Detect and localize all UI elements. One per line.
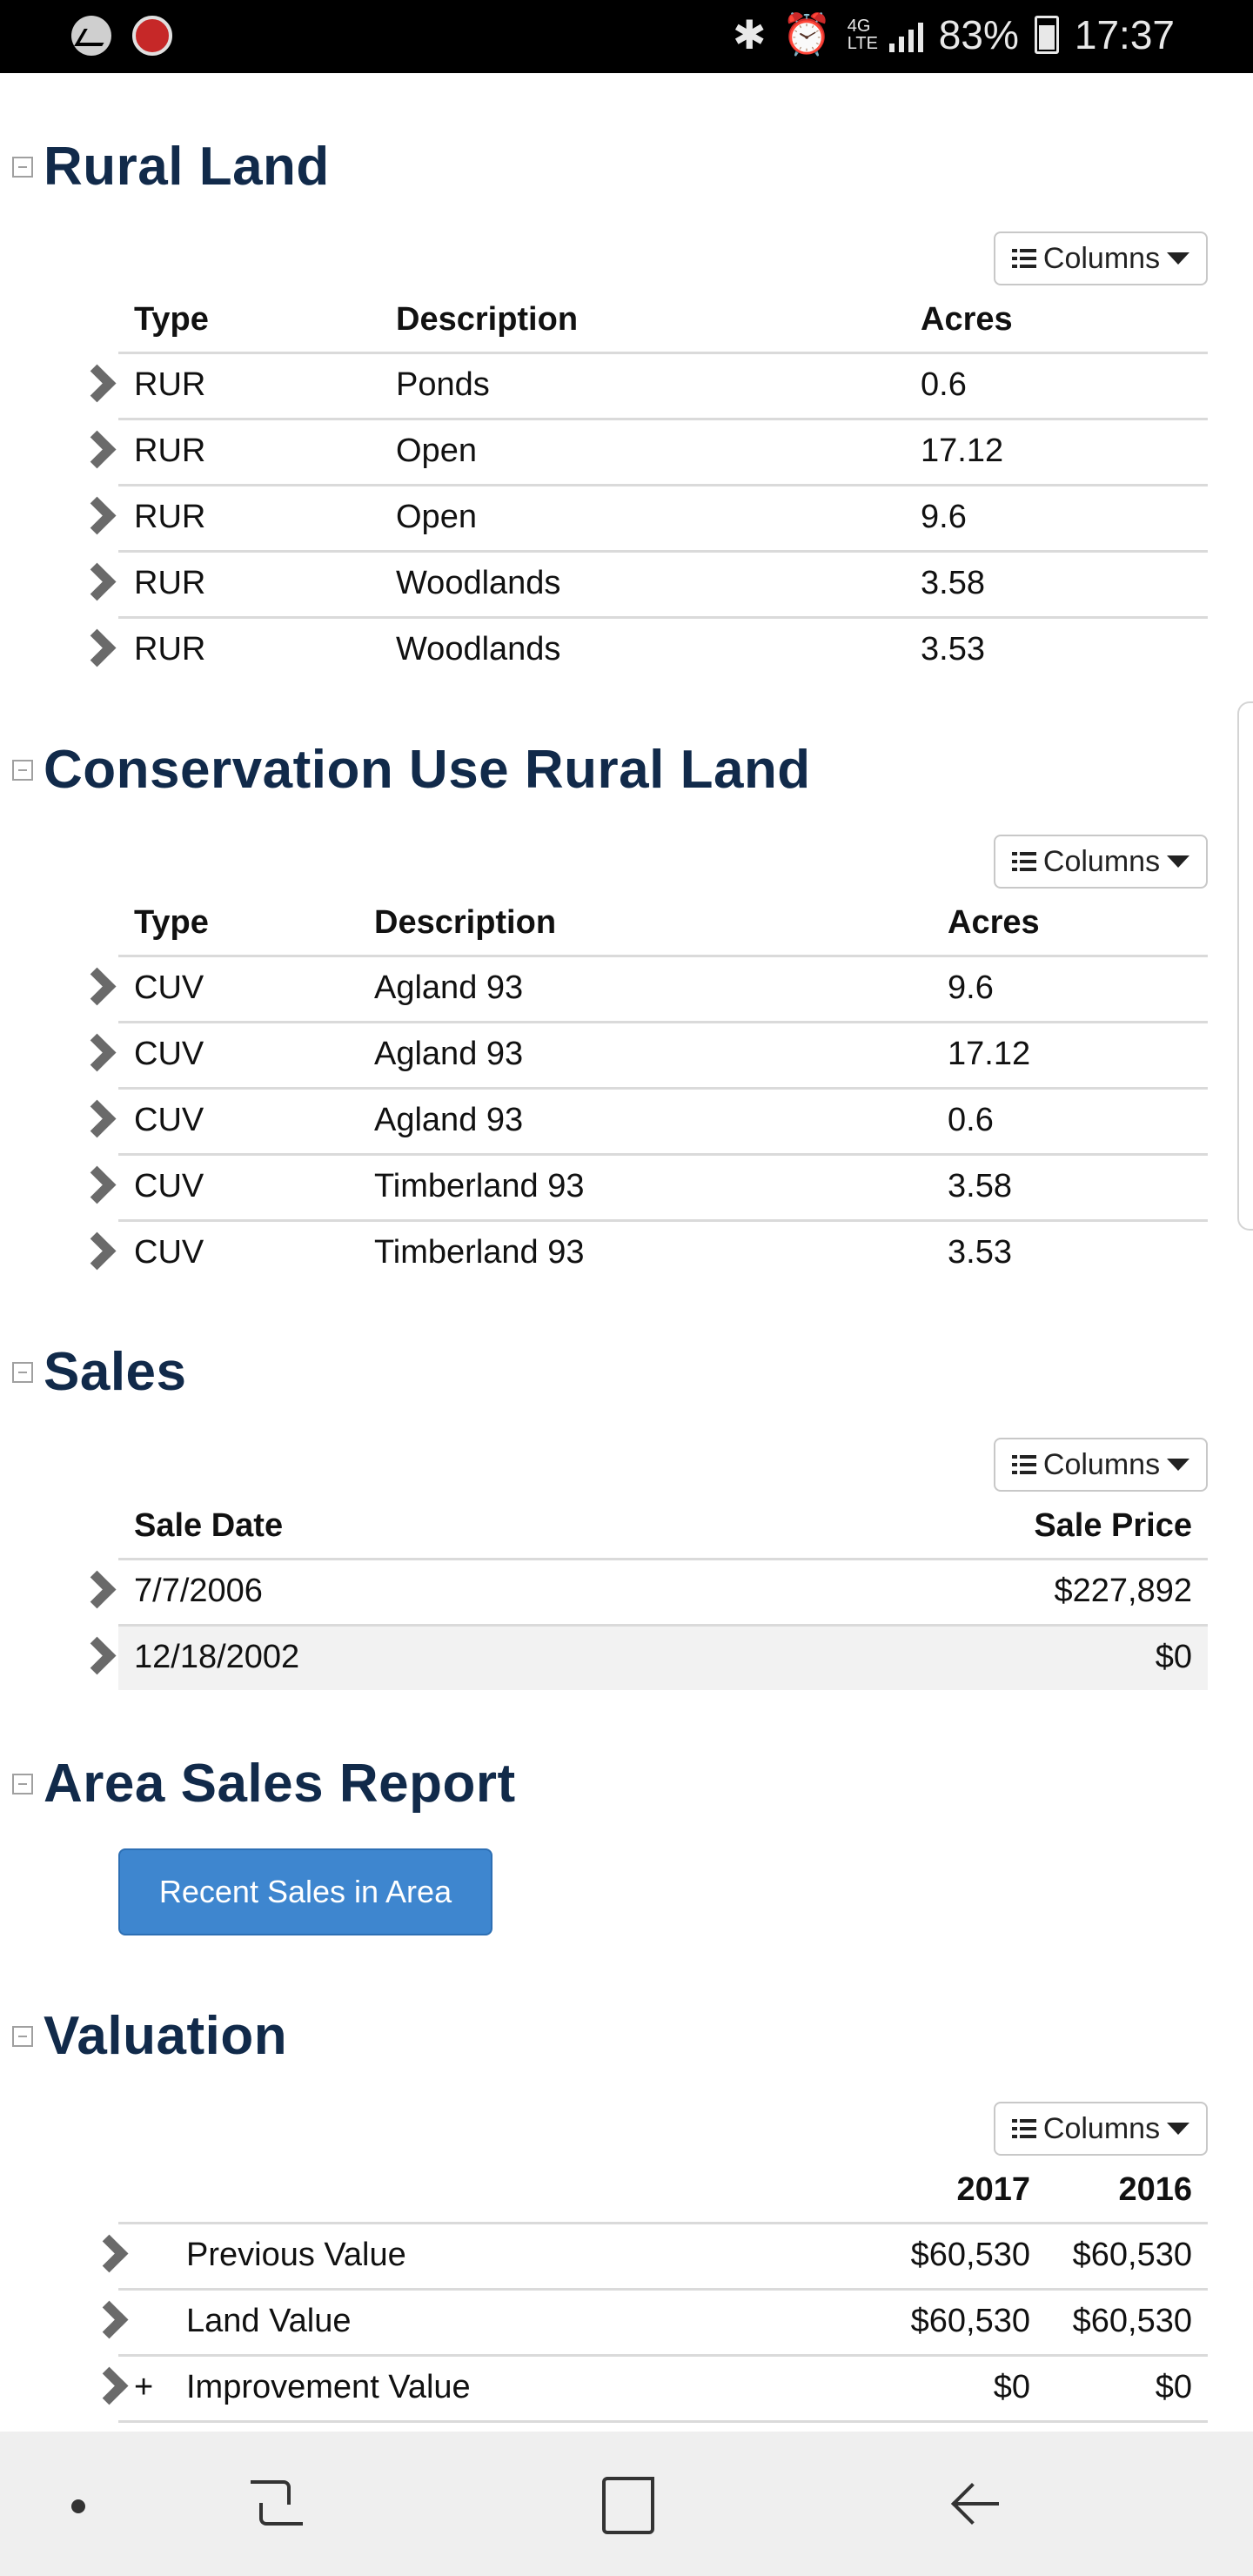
expand-chevron-icon[interactable] bbox=[77, 496, 117, 535]
columns-label: Columns bbox=[1042, 1447, 1161, 1481]
section-valuation: Valuation bbox=[12, 2005, 287, 2067]
collapse-icon[interactable] bbox=[12, 1773, 33, 1794]
app-notification-icon bbox=[132, 16, 172, 56]
expand-chevron-icon[interactable] bbox=[77, 1033, 117, 1072]
section-rural-land: Rural Land bbox=[12, 136, 330, 198]
table-row[interactable]: Land Value $60,530 $60,530 bbox=[90, 2291, 1208, 2357]
collapse-icon[interactable] bbox=[12, 1361, 33, 1383]
sales-table: Sale Date Sale Price 7/7/2006 $227,892 12… bbox=[77, 1492, 1208, 1690]
table-row[interactable]: 7/7/2006 $227,892 bbox=[77, 1560, 1208, 1627]
section-area-sales: Area Sales Report bbox=[12, 1753, 516, 1815]
dot-icon[interactable] bbox=[71, 2499, 85, 2513]
table-header: Type Description Acres bbox=[118, 285, 1208, 354]
caret-down-icon bbox=[1167, 252, 1190, 265]
list-icon bbox=[1011, 1455, 1036, 1474]
table-row[interactable]: RUR Woodlands 3.53 bbox=[77, 619, 1208, 682]
expand-chevron-icon[interactable] bbox=[77, 628, 117, 667]
table-header: Type Description Acres bbox=[118, 889, 1208, 957]
page-content: Rural Land Columns Type Description Acre… bbox=[0, 73, 1253, 2432]
list-icon bbox=[1011, 249, 1036, 268]
table-row[interactable]: 12/18/2002 $0 bbox=[77, 1627, 1208, 1690]
messenger-icon bbox=[71, 16, 111, 56]
col-acres[interactable]: Acres bbox=[921, 301, 1013, 338]
table-row[interactable]: CUV Agland 93 17.12 bbox=[77, 1023, 1208, 1090]
notification-icons bbox=[71, 16, 172, 56]
caret-down-icon bbox=[1167, 1459, 1190, 1471]
col-sale-price[interactable]: Sale Price bbox=[1034, 1507, 1192, 1544]
collapse-icon[interactable] bbox=[12, 759, 33, 781]
home-icon[interactable] bbox=[602, 2477, 654, 2534]
table-row[interactable]: RUR Woodlands 3.58 bbox=[77, 553, 1208, 619]
rural-land-table: Type Description Acres RUR Ponds 0.6 RUR Op… bbox=[77, 285, 1208, 682]
columns-label: Columns bbox=[1042, 2111, 1161, 2145]
table-row[interactable]: RUR Open 17.12 bbox=[77, 420, 1208, 486]
col-2016[interactable]: 2016 bbox=[1118, 2171, 1192, 2208]
recent-sales-button[interactable]: Recent Sales in Area bbox=[118, 1848, 492, 1935]
collapse-icon[interactable] bbox=[12, 2025, 33, 2047]
caret-down-icon bbox=[1167, 855, 1190, 868]
expand-chevron-icon[interactable] bbox=[90, 2300, 129, 2339]
signal-icon bbox=[888, 17, 923, 52]
expand-chevron-icon[interactable] bbox=[77, 1231, 117, 1271]
section-title: Area Sales Report bbox=[44, 1754, 516, 1814]
status-bar: ✱ ⏰ 4G LTE 83% 17:37 bbox=[0, 0, 1253, 73]
back-icon[interactable] bbox=[952, 2482, 1001, 2526]
expand-chevron-icon[interactable] bbox=[77, 1570, 117, 1609]
col-type[interactable]: Type bbox=[134, 904, 209, 941]
table-row[interactable]: + Improvement Value $0 $0 bbox=[90, 2357, 1208, 2423]
columns-label: Columns bbox=[1042, 844, 1161, 878]
section-title: Sales bbox=[44, 1342, 187, 1402]
expand-chevron-icon[interactable] bbox=[77, 967, 117, 1006]
section-cuv: Conservation Use Rural Land bbox=[12, 739, 811, 801]
columns-button[interactable]: Columns bbox=[994, 2102, 1208, 2156]
table-row[interactable]: RUR Ponds 0.6 bbox=[77, 354, 1208, 420]
expand-chevron-icon[interactable] bbox=[77, 562, 117, 601]
expand-chevron-icon[interactable] bbox=[77, 430, 117, 469]
clock: 17:37 bbox=[1074, 11, 1175, 57]
battery-percent: 83% bbox=[938, 11, 1019, 57]
list-icon bbox=[1011, 2119, 1036, 2138]
section-title: Conservation Use Rural Land bbox=[44, 740, 811, 800]
table-header: 2017 2016 bbox=[118, 2156, 1208, 2224]
col-acres[interactable]: Acres bbox=[948, 904, 1040, 941]
col-description[interactable]: Description bbox=[374, 904, 557, 941]
table-row[interactable]: CUV Timberland 93 3.53 bbox=[77, 1222, 1208, 1285]
table-header: Sale Date Sale Price bbox=[118, 1492, 1208, 1560]
col-description[interactable]: Description bbox=[396, 301, 579, 338]
col-2017[interactable]: 2017 bbox=[956, 2171, 1030, 2208]
table-row[interactable]: CUV Timberland 93 3.58 bbox=[77, 1156, 1208, 1222]
section-sales: Sales bbox=[12, 1341, 187, 1403]
columns-button[interactable]: Columns bbox=[994, 1438, 1208, 1492]
valuation-table: 2017 2016 Previous Value $60,530 $60,530 L… bbox=[90, 2156, 1208, 2423]
side-scroll-handle[interactable] bbox=[1237, 701, 1253, 1231]
expand-chevron-icon[interactable] bbox=[77, 364, 117, 403]
table-row[interactable]: CUV Agland 93 9.6 bbox=[77, 957, 1208, 1023]
alarm-icon: ⏰ bbox=[781, 11, 832, 57]
collapse-icon[interactable] bbox=[12, 156, 33, 178]
section-title: Rural Land bbox=[44, 137, 330, 197]
cuv-table: Type Description Acres CUV Agland 93 9.6 C… bbox=[77, 889, 1208, 1285]
list-icon bbox=[1011, 852, 1036, 871]
recent-apps-icon[interactable] bbox=[251, 2479, 303, 2527]
table-row[interactable]: RUR Open 9.6 bbox=[77, 486, 1208, 553]
col-sale-date[interactable]: Sale Date bbox=[134, 1507, 284, 1544]
columns-button[interactable]: Columns bbox=[994, 231, 1208, 285]
nav-bar bbox=[0, 2432, 1253, 2576]
battery-icon bbox=[1034, 15, 1059, 54]
expand-chevron-icon[interactable] bbox=[77, 1099, 117, 1138]
caret-down-icon bbox=[1167, 2123, 1190, 2135]
table-row[interactable]: CUV Agland 93 0.6 bbox=[77, 1090, 1208, 1156]
network-type: 4G LTE bbox=[847, 16, 878, 53]
expand-chevron-icon[interactable] bbox=[77, 1636, 117, 1675]
expand-chevron-icon[interactable] bbox=[90, 2366, 129, 2405]
status-indicators: ✱ ⏰ 4G LTE 83% 17:37 bbox=[733, 10, 1175, 58]
section-title: Valuation bbox=[44, 2006, 288, 2066]
columns-label: Columns bbox=[1042, 241, 1161, 275]
col-type[interactable]: Type bbox=[134, 301, 209, 338]
expand-chevron-icon[interactable] bbox=[90, 2234, 129, 2273]
columns-button[interactable]: Columns bbox=[994, 835, 1208, 889]
table-row[interactable]: Previous Value $60,530 $60,530 bbox=[90, 2224, 1208, 2291]
expand-chevron-icon[interactable] bbox=[77, 1165, 117, 1204]
bluetooth-icon: ✱ bbox=[732, 11, 767, 57]
